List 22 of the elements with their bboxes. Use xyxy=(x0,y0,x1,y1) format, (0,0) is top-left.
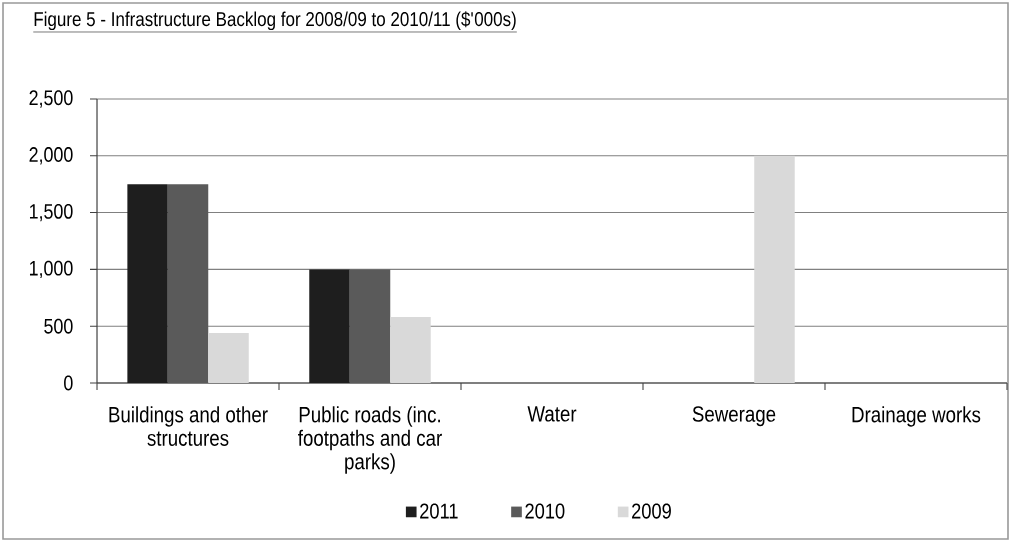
bar xyxy=(127,184,168,383)
y-tick-label: 0 xyxy=(64,375,73,391)
legend-label: 2010 xyxy=(525,503,565,519)
bar xyxy=(754,155,795,383)
bar xyxy=(349,269,391,383)
x-tick-label: Buildings and other structures xyxy=(109,406,268,446)
legend-label: 2011 xyxy=(420,503,458,519)
x-tick-label: Drainage works xyxy=(852,406,981,427)
bar xyxy=(167,184,209,383)
y-tick-label: 500 xyxy=(44,318,73,334)
y-tick-label: 2,500 xyxy=(29,90,73,108)
y-tick-label: 2,000 xyxy=(29,147,73,165)
bar xyxy=(309,269,350,383)
x-tick-label: Water xyxy=(527,406,577,422)
y-tick-label: 1,500 xyxy=(29,203,73,222)
y-tick-label: 1,000 xyxy=(29,260,73,279)
bar xyxy=(390,317,431,383)
x-tick-label: Sewerage xyxy=(692,406,776,427)
legend-label: 2009 xyxy=(632,503,671,519)
x-tick-label: Public roads (inc. footpaths and car parks) xyxy=(298,406,442,474)
chart-title: Figure 5 - Infrastructure Backlog for 2008/09 to 2010/11 ($'000s) xyxy=(34,11,516,31)
bar xyxy=(208,333,249,383)
